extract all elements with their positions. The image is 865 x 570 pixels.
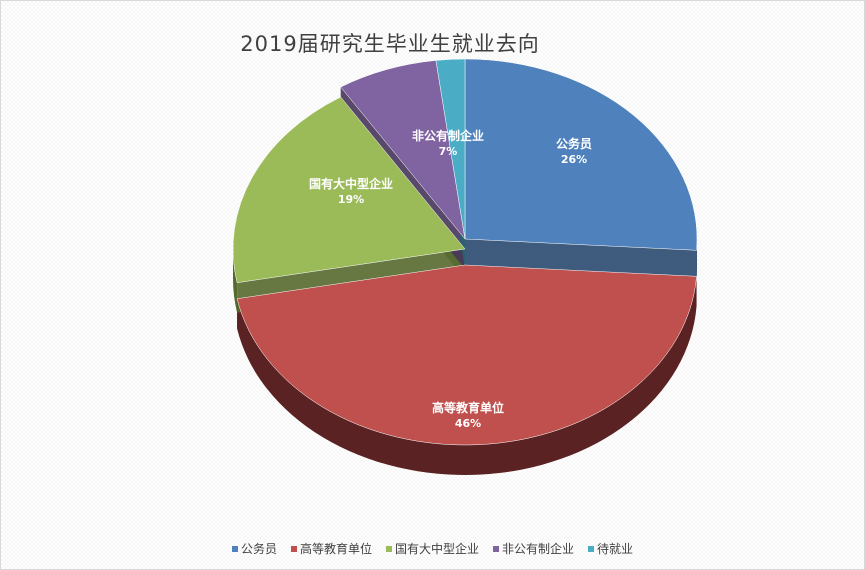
legend-item: 待就业 bbox=[588, 540, 633, 557]
legend-item: 高等教育单位 bbox=[290, 540, 372, 557]
pie-slice-side bbox=[237, 276, 697, 476]
data-label-name: 非公有制企业 bbox=[412, 128, 484, 143]
legend-swatch bbox=[493, 545, 499, 552]
pie-slice-1 bbox=[236, 264, 697, 446]
legend: 公务员 高等教育单位 国有大中型企业 非公有制企业 待就业 bbox=[0, 540, 865, 557]
legend-swatch bbox=[385, 545, 392, 552]
legend-swatch bbox=[588, 545, 595, 552]
legend-swatch bbox=[290, 545, 297, 552]
legend-item: 公务员 bbox=[231, 540, 277, 557]
pie-slice-side bbox=[233, 249, 238, 313]
data-label-value: 7% bbox=[439, 145, 458, 158]
pie-slice-2 bbox=[232, 96, 466, 284]
legend-label: 国有大中型企业 bbox=[394, 542, 479, 556]
data-label-value: 19% bbox=[338, 193, 364, 206]
legend-item: 非公有制企业 bbox=[493, 540, 574, 557]
data-label-value: 26% bbox=[561, 153, 587, 166]
legend-swatch bbox=[231, 545, 238, 552]
legend-label: 非公有制企业 bbox=[502, 542, 575, 556]
data-label-name: 高等教育单位 bbox=[432, 400, 504, 415]
legend-item: 国有大中型企业 bbox=[385, 540, 479, 557]
data-label-value: 46% bbox=[455, 417, 481, 430]
legend-label: 待就业 bbox=[597, 542, 634, 556]
pie-slice-0 bbox=[464, 58, 698, 251]
pie-slice-4 bbox=[435, 58, 466, 240]
pie-slice-3 bbox=[340, 60, 466, 240]
legend-label: 公务员 bbox=[240, 542, 277, 556]
data-label-name: 公务员 bbox=[556, 136, 592, 151]
chart-title: 2019届研究生毕业生就业去向 bbox=[240, 32, 540, 56]
legend-label: 高等教育单位 bbox=[299, 542, 372, 556]
data-label-name: 国有大中型企业 bbox=[309, 176, 393, 191]
